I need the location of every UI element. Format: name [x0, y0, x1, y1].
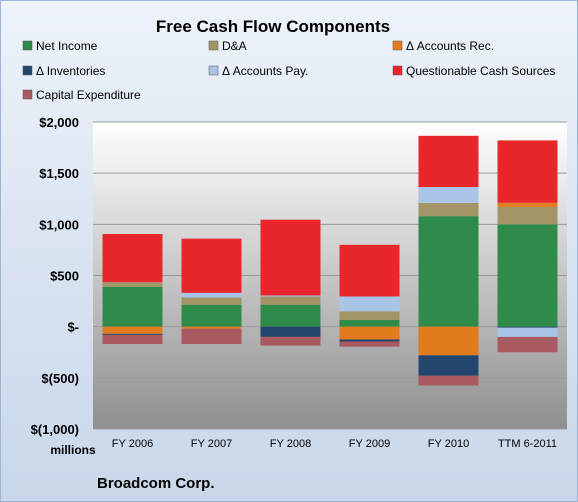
- bar-capital-expenditure-ttm-6-2011: [497, 336, 558, 353]
- bar-d-a-fy-2010: [418, 202, 479, 217]
- bar-accounts-pay-fy-2007: [181, 292, 242, 298]
- bar-capital-expenditure-fy-2009: [339, 341, 400, 347]
- y-tick-label: $2,000: [39, 115, 79, 130]
- bar-d-a-fy-2006: [102, 282, 163, 287]
- x-tick-label: FY 2008: [270, 438, 311, 450]
- x-tick-label: FY 2009: [349, 438, 390, 450]
- company-label: Broadcom Corp.: [97, 475, 215, 492]
- bar-accounts-rec-fy-2009: [339, 326, 400, 340]
- legend-swatch-questionable-cash-sources: [392, 65, 403, 76]
- bar-d-a-fy-2007: [181, 297, 242, 305]
- legend-swatch-inventories: [22, 65, 33, 76]
- bar-questionable-cash-sources-fy-2007: [181, 238, 242, 293]
- x-tick-label: FY 2006: [112, 438, 153, 450]
- legend-entry-d-a: D&A: [222, 39, 247, 53]
- bar-questionable-cash-sources-fy-2009: [339, 244, 400, 297]
- bar-capital-expenditure-fy-2008: [260, 336, 321, 346]
- bar-questionable-cash-sources-fy-2008: [260, 219, 321, 296]
- y-tick-label: $-: [67, 320, 79, 335]
- bar-accounts-pay-fy-2010: [418, 186, 479, 203]
- legend-swatch-net-income: [22, 40, 33, 51]
- bar-d-a-ttm-6-2011: [497, 206, 558, 225]
- legend: Net Income D&A Δ Accounts Rec. Δ Inventorie…: [22, 39, 555, 102]
- legend-swatch-capital-expenditure: [22, 89, 33, 100]
- bar-inventories-fy-2006: [102, 333, 163, 335]
- legend-entry-inventories: Δ Inventories: [36, 64, 105, 78]
- bar-questionable-cash-sources-fy-2010: [418, 135, 479, 187]
- legend-entry-capital-expenditure: Capital Expenditure: [36, 88, 141, 102]
- bar-questionable-cash-sources-ttm-6-2011: [497, 140, 558, 203]
- bar-accounts-pay-fy-2008: [260, 295, 321, 297]
- legend-entry-net-income: Net Income: [36, 39, 98, 53]
- bar-inventories-fy-2010: [418, 355, 479, 376]
- legend-swatch-accounts-rec: [392, 40, 403, 51]
- bar-net-income-fy-2009: [339, 320, 400, 327]
- y-tick-label: $1,000: [39, 217, 79, 232]
- chart-title: Free Cash Flow Components: [156, 17, 390, 36]
- bar-net-income-fy-2006: [102, 286, 163, 327]
- legend-entry-accounts-pay: Δ Accounts Pay.: [222, 64, 309, 78]
- bar-inventories-ttm-6-2011: [497, 326, 558, 328]
- legend-entry-accounts-rec: Δ Accounts Rec.: [406, 39, 494, 53]
- bar-net-income-fy-2008: [260, 304, 321, 327]
- bar-capital-expenditure-fy-2007: [181, 328, 242, 345]
- y-tick-label: $1,500: [39, 166, 79, 181]
- bar-questionable-cash-sources-fy-2006: [102, 234, 163, 283]
- y-tick-label: $500: [50, 269, 79, 284]
- bar-accounts-rec-fy-2007: [181, 326, 242, 329]
- bars: [102, 135, 558, 386]
- bar-accounts-rec-fy-2006: [102, 326, 163, 334]
- gridlines: [93, 121, 567, 430]
- x-axis: FY 2006 FY 2007 FY 2008 FY 2009 FY 2010 TTM 6…: [112, 438, 557, 450]
- bar-accounts-pay-fy-2009: [339, 296, 400, 312]
- bar-accounts-rec-fy-2010: [418, 326, 479, 356]
- bar-net-income-fy-2010: [418, 216, 479, 327]
- bar-inventories-fy-2008: [260, 326, 321, 337]
- legend-swatch-accounts-pay: [208, 65, 219, 76]
- x-tick-label: FY 2010: [428, 438, 469, 450]
- bar-capital-expenditure-fy-2010: [418, 375, 479, 386]
- y-tick-label: $(1,000): [31, 422, 79, 437]
- x-tick-label: FY 2007: [191, 438, 232, 450]
- bar-d-a-fy-2009: [339, 311, 400, 321]
- unit-label: millions: [50, 443, 96, 457]
- bar-capital-expenditure-fy-2006: [102, 334, 163, 345]
- bar-accounts-rec-ttm-6-2011: [497, 202, 558, 207]
- bar-net-income-ttm-6-2011: [497, 224, 558, 327]
- bar-accounts-pay-ttm-6-2011: [497, 327, 558, 337]
- legend-swatch-d-a: [208, 40, 219, 51]
- bar-inventories-fy-2009: [339, 339, 400, 342]
- legend-entry-questionable-cash-sources: Questionable Cash Sources: [406, 64, 555, 78]
- x-tick-label: TTM 6-2011: [498, 438, 557, 450]
- bar-net-income-fy-2007: [181, 304, 242, 327]
- bar-d-a-fy-2008: [260, 296, 321, 305]
- y-tick-label: $(500): [41, 371, 79, 386]
- y-axis: $2,000 $1,500 $1,000 $500 $- $(500) $(1,000): [31, 115, 79, 437]
